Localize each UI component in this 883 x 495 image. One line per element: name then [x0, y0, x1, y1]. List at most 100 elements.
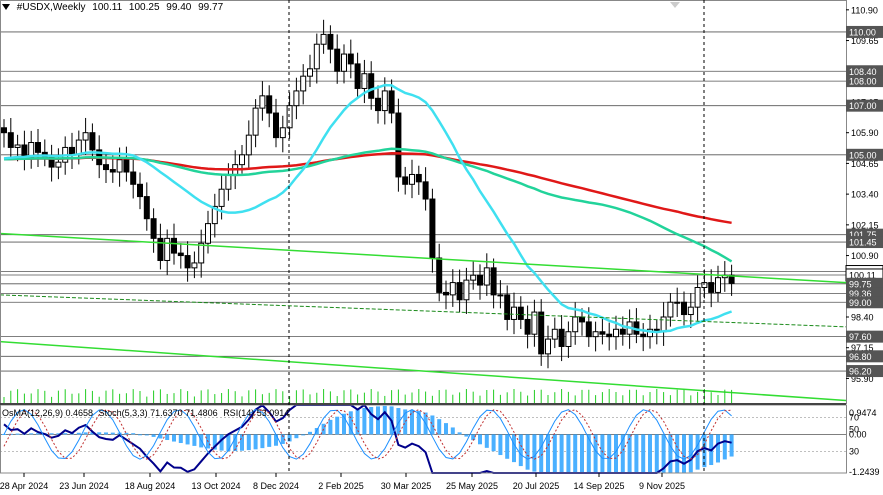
level-label-box [846, 75, 883, 88]
osma-bar [178, 434, 183, 444]
osma-bar [104, 432, 108, 435]
candle-body [667, 301, 674, 318]
candle-body [613, 328, 619, 338]
osma-bar [444, 423, 448, 435]
indicator-tick-label: -1.2439 [849, 467, 880, 477]
osma-bar [559, 434, 564, 473]
osma-bar [348, 411, 353, 435]
osma-bar [355, 409, 360, 435]
osma-bar [172, 434, 176, 442]
osma-bar [212, 434, 217, 450]
osma-bar [722, 434, 727, 460]
level-label-box [846, 296, 883, 309]
candle-body [225, 173, 232, 190]
candle-body [619, 328, 626, 335]
candle-body [415, 173, 422, 183]
stoch-signal-line [3, 409, 732, 460]
time-tick-label: 23 Jun 2024 [59, 481, 109, 491]
candle-body [211, 205, 218, 225]
low-value: 99.40 [166, 2, 192, 13]
candle-body [640, 333, 647, 338]
level-label-box [846, 25, 883, 38]
indicator-tick-label: 0.9474 [849, 408, 877, 418]
time-tick-label: 14 Sep 2025 [573, 481, 624, 491]
candle-body [35, 142, 41, 153]
chart-header: #USDX,Weekly 100.11 100.25 99.40 99.77 [2, 2, 227, 13]
stoch-main-line [3, 409, 732, 460]
candle-body [477, 274, 483, 286]
osma-bar [607, 434, 612, 473]
osma-bar [138, 434, 142, 436]
osma-bar [416, 410, 421, 435]
osma-bar [29, 433, 34, 435]
osma-bar [124, 432, 129, 435]
candle-body [239, 154, 245, 166]
candle-body [375, 97, 381, 112]
level-label-box [846, 236, 883, 249]
trend-line-lower [0, 340, 847, 402]
candle-body [585, 321, 592, 338]
osma-bar [2, 434, 6, 436]
candle-body [245, 134, 252, 156]
candle-body [715, 277, 721, 293]
candle-body [14, 144, 21, 148]
candle-body [538, 311, 545, 355]
candle-body [327, 33, 334, 50]
candle-body [157, 237, 164, 261]
osma-bar [437, 419, 442, 435]
osma-bar [369, 406, 374, 435]
osma-bar [600, 434, 605, 473]
osma-bar [301, 434, 306, 436]
osma-bar [97, 432, 102, 435]
level-label: 96.80 [849, 352, 872, 362]
open-value: 100.11 [92, 2, 123, 13]
osma-bar [90, 432, 95, 435]
osma-bar [539, 434, 544, 473]
candle-body [55, 161, 62, 168]
osma-bar [158, 434, 163, 439]
symbol-label: #USDX,Weekly [16, 2, 86, 13]
osma-bar [308, 431, 312, 435]
osma-bar [512, 434, 516, 463]
osma-bar [362, 408, 367, 435]
indicator-tick-label: 0.00 [849, 429, 867, 439]
osma-bar [580, 434, 584, 473]
candle-body [109, 169, 116, 173]
osma-bar [675, 434, 680, 473]
osma-bar [688, 434, 693, 473]
osma-bar [274, 434, 278, 446]
candle-body [205, 223, 211, 244]
candle-body [252, 107, 259, 136]
candle-body [531, 311, 538, 335]
osma-bar [56, 433, 61, 435]
osma-bar [682, 434, 686, 473]
osma-bar [260, 434, 265, 449]
candle-body [470, 274, 477, 281]
osma-bar [430, 415, 435, 435]
candle-body [123, 159, 130, 173]
candle-body [395, 112, 402, 178]
osma-bar [525, 434, 530, 470]
osma-bar [226, 434, 231, 452]
candle-body [184, 255, 191, 269]
osma-bar [668, 434, 673, 473]
price-tick-label: 102.15 [851, 220, 879, 230]
level-label: 99.75 [849, 279, 872, 289]
price-frame [0, 0, 847, 404]
collapse-triangle-icon[interactable] [2, 4, 10, 11]
osma-bar [8, 433, 13, 435]
level-label: 99.00 [849, 298, 872, 308]
osma-bar [49, 433, 54, 435]
time-tick-label: 13 Oct 2024 [191, 481, 240, 491]
candle-body [517, 306, 524, 320]
candle-body [334, 48, 341, 72]
osma-bar [464, 434, 469, 437]
candle-body [171, 237, 177, 254]
close-value: 99.77 [198, 2, 224, 13]
level-label: 101.75 [849, 230, 877, 240]
level-label: 107.00 [849, 101, 877, 111]
price-tick-label: 100.90 [851, 251, 879, 261]
candle-body [490, 267, 497, 296]
price-tick-label: 103.40 [851, 190, 879, 200]
level-label-box [846, 65, 883, 78]
